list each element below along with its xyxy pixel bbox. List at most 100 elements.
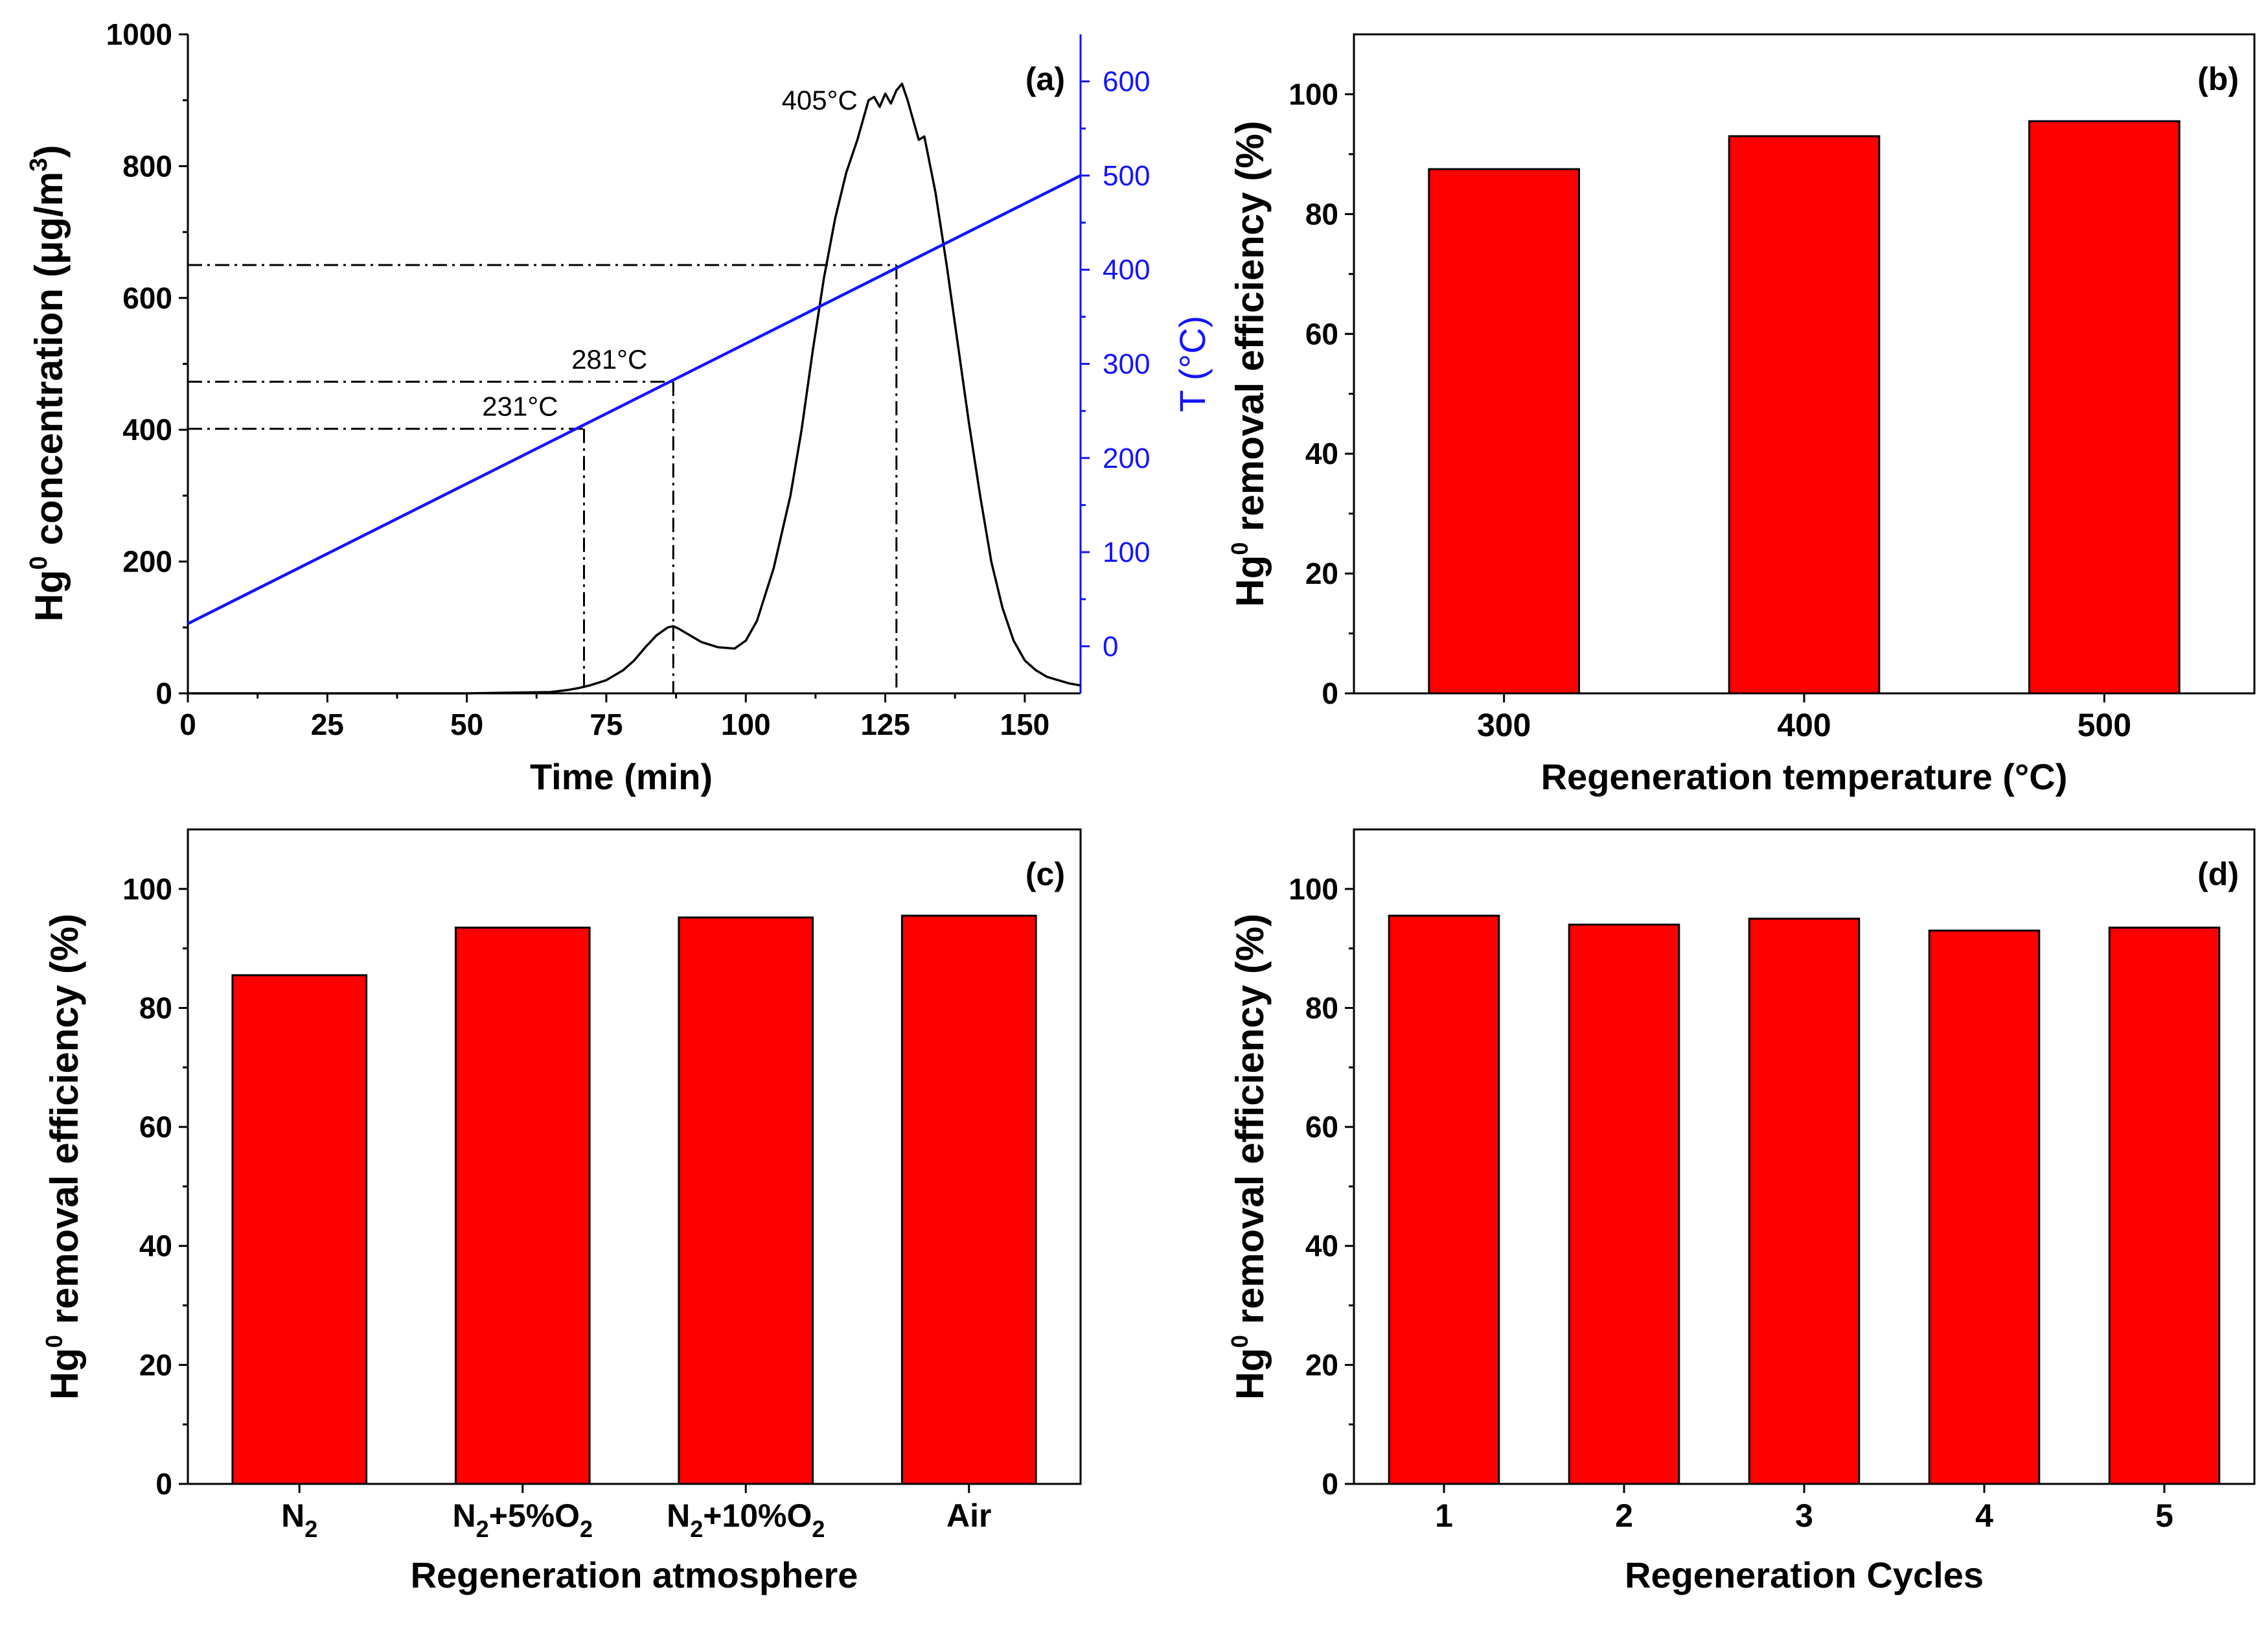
y-label-hg: Hg bbox=[1228, 1348, 1272, 1400]
bar bbox=[678, 916, 814, 1485]
x-tick-label: 300 bbox=[1477, 707, 1531, 743]
y-tick-label: 80 bbox=[1305, 991, 1338, 1024]
bar bbox=[900, 914, 1037, 1485]
x-axis-label: Regeneration Cycles bbox=[1625, 1555, 1984, 1595]
y-tick-label: 80 bbox=[1305, 197, 1338, 231]
y-tick-label: 1000 bbox=[106, 17, 172, 51]
x-tick-label: 75 bbox=[590, 708, 623, 741]
x-tick-label: 500 bbox=[2078, 707, 2131, 743]
y-tick-label: 20 bbox=[1305, 557, 1338, 590]
y-label-hg: Hg bbox=[1228, 555, 1272, 607]
y-label-hg: Hg bbox=[43, 1348, 86, 1400]
y-tick-label: 60 bbox=[139, 1110, 172, 1144]
x-tick-label: N2 bbox=[281, 1498, 317, 1542]
y-label-text: removal efficiency (%) bbox=[1228, 914, 1272, 1335]
y-tick-label: 60 bbox=[1305, 317, 1338, 351]
x-tick-label: N2+5%O2 bbox=[452, 1498, 593, 1542]
x-axis-label: Regeneration atmosphere bbox=[411, 1555, 858, 1595]
y-axis-label: Hg0 removal efficiency (%) bbox=[1226, 121, 1272, 607]
y-tick-label: 0 bbox=[155, 1467, 172, 1501]
series-hg0-concentration bbox=[188, 82, 1081, 695]
panel-label: (b) bbox=[2197, 61, 2239, 97]
y-tick-label: 20 bbox=[1305, 1348, 1338, 1382]
y-tick-label: 800 bbox=[122, 149, 172, 183]
cat-base: N bbox=[667, 1498, 690, 1534]
y-axis-label: Hg0 removal efficiency (%) bbox=[1226, 914, 1272, 1400]
y-tick-label: 40 bbox=[1305, 437, 1338, 470]
y-tick-label: 200 bbox=[122, 545, 172, 579]
right-y-tick-label: 200 bbox=[1103, 443, 1150, 474]
bar bbox=[1568, 923, 1680, 1485]
cat-base: N bbox=[281, 1498, 304, 1534]
x-tick-label: 400 bbox=[1777, 707, 1831, 743]
bar bbox=[2108, 927, 2221, 1485]
panel-label: (a) bbox=[1025, 61, 1065, 97]
y-label-text: removal efficiency (%) bbox=[1228, 121, 1272, 542]
bar bbox=[1388, 914, 1500, 1485]
x-tick-label: 50 bbox=[450, 708, 483, 741]
right-y-tick-label: 600 bbox=[1103, 66, 1150, 98]
bar bbox=[1928, 929, 2041, 1485]
x-tick-label: 100 bbox=[721, 708, 771, 741]
y-axis-label-right: T (°C) bbox=[1172, 316, 1213, 412]
cat-sub: 2 bbox=[690, 1516, 703, 1542]
y-label-sup: 0 bbox=[41, 1335, 67, 1348]
right-y-tick-label: 400 bbox=[1103, 254, 1150, 286]
x-axis-label: Regeneration temperature (°C) bbox=[1541, 756, 2068, 797]
cat-sub: 2 bbox=[304, 1516, 317, 1542]
y-tick-label: 0 bbox=[155, 677, 172, 710]
bar bbox=[2028, 120, 2181, 695]
cat-sub: 2 bbox=[812, 1516, 825, 1542]
cat-mid: +5%O bbox=[489, 1498, 580, 1534]
y-label-sup: 0 bbox=[1226, 1335, 1253, 1348]
panel-label: (c) bbox=[1025, 856, 1065, 892]
y-tick-label: 100 bbox=[1289, 872, 1338, 906]
x-tick-label: 3 bbox=[1795, 1498, 1813, 1534]
y-label-text: removal efficiency (%) bbox=[43, 914, 86, 1335]
x-axis-label: Time (min) bbox=[530, 756, 713, 797]
y-tick-label: 0 bbox=[1322, 677, 1338, 710]
y-axis-label: Hg0 removal efficiency (%) bbox=[41, 914, 86, 1400]
cat-sub: 2 bbox=[476, 1516, 489, 1542]
right-y-tick-label: 300 bbox=[1103, 349, 1150, 380]
y-tick-label: 400 bbox=[122, 413, 172, 446]
y-tick-label: 600 bbox=[122, 281, 172, 315]
cat-base: Air bbox=[946, 1498, 991, 1534]
annotation-temp-1: 281°C bbox=[571, 344, 647, 375]
y-tick-label: 20 bbox=[139, 1348, 172, 1382]
y-label-text: concentration (μg/m bbox=[27, 172, 71, 556]
y-label-hg: Hg bbox=[27, 570, 71, 621]
x-tick-label: 5 bbox=[2155, 1498, 2173, 1534]
annotation-temp-2: 405°C bbox=[782, 85, 858, 115]
annotation-temp-0: 231°C bbox=[482, 391, 558, 422]
cat-mid: +10%O bbox=[703, 1498, 812, 1534]
y-tick-label: 40 bbox=[139, 1229, 172, 1263]
bar bbox=[1728, 135, 1881, 695]
y-tick-label: 100 bbox=[122, 872, 172, 906]
right-y-tick-label: 100 bbox=[1103, 537, 1150, 568]
bar bbox=[1748, 918, 1861, 1485]
cat-base: N bbox=[452, 1498, 475, 1534]
cat-sub: 2 bbox=[580, 1516, 593, 1542]
x-tick-label: 1 bbox=[1435, 1498, 1453, 1534]
y-tick-label: 100 bbox=[1289, 77, 1338, 111]
y-tick-label: 80 bbox=[139, 991, 172, 1024]
panel-d: 0 20 40 60 80 100 1 2 3 4 5 Regeneration Cycles Hg0 … bbox=[1226, 828, 2256, 1595]
y-label-sup: 3 bbox=[25, 158, 52, 172]
x-tick-label: 125 bbox=[860, 708, 910, 741]
plot-frame bbox=[187, 828, 1082, 1485]
x-tick-label: 25 bbox=[311, 708, 344, 741]
y-label-sup: 0 bbox=[25, 556, 52, 570]
x-tick-label: 4 bbox=[1975, 1498, 1993, 1534]
y-tick-label: 0 bbox=[1322, 1467, 1338, 1501]
x-tick-label: 2 bbox=[1615, 1498, 1633, 1534]
x-tick-label: 150 bbox=[1000, 708, 1050, 741]
x-tick-label: Air bbox=[946, 1498, 991, 1534]
right-y-tick-label: 500 bbox=[1103, 160, 1150, 192]
x-tick-label: 0 bbox=[179, 708, 196, 741]
y-label-end: ) bbox=[27, 145, 71, 158]
right-y-tick-label: 0 bbox=[1103, 630, 1118, 662]
